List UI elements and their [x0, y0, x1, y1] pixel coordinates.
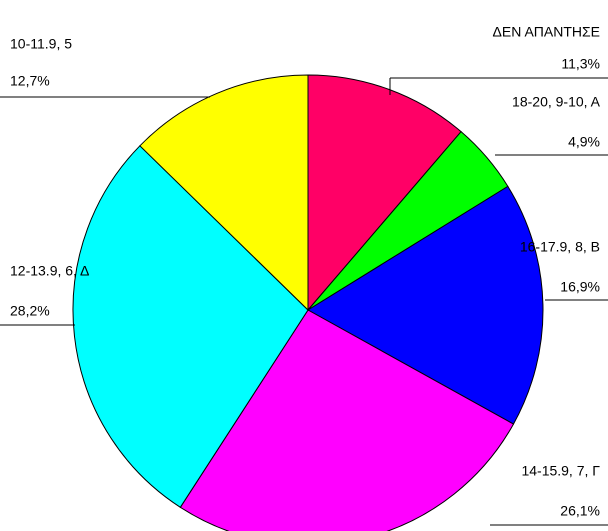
- slice-label: ΔΕΝ ΑΠΑΝΤΗΣΕ: [493, 24, 600, 40]
- pie-slice: [179, 309, 515, 531]
- pie-slice: [307, 185, 544, 425]
- pie-slice: [139, 74, 309, 312]
- slice-value-label: 12,7%: [10, 73, 50, 89]
- slice-label: 16-17.9, 8, Β: [520, 239, 600, 255]
- slice-label: 12-13.9, 6, Δ: [10, 263, 89, 279]
- slice-label: 10-11.9, 5: [10, 36, 72, 52]
- pie-slice: [72, 145, 309, 508]
- slice-label: 18-20, 9-10, Α: [512, 94, 601, 110]
- slice-value-label: 16,9%: [560, 279, 600, 295]
- slice-value-label: 28,2%: [10, 303, 50, 319]
- slice-value-label: 4,9%: [568, 134, 600, 150]
- slice-label: 14-15.9, 7, Γ: [521, 463, 600, 479]
- slice-value-label: 26,1%: [560, 503, 600, 519]
- slice-value-label: 11,3%: [561, 56, 600, 72]
